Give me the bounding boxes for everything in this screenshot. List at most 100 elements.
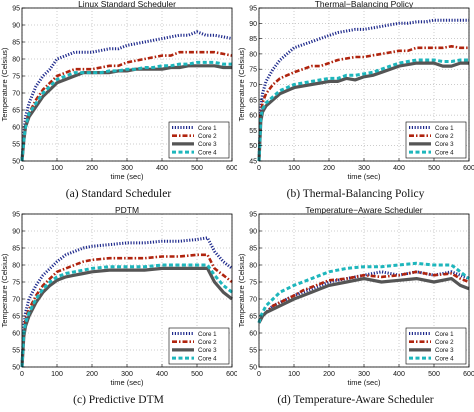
x-axis-label: time (sec) (348, 378, 381, 387)
x-tick-label: 500 (428, 371, 440, 378)
y-tick-label: 55 (12, 142, 20, 149)
y-tick-label: 70 (12, 91, 20, 98)
x-tick-label: 300 (358, 371, 370, 378)
y-tick-label: 80 (12, 57, 20, 64)
series-group (20, 30, 233, 162)
x-tick-label: 0 (20, 165, 24, 172)
x-tick-label: 100 (51, 371, 63, 378)
x-tick-label: 200 (86, 371, 98, 378)
y-tick-label: 60 (12, 331, 20, 338)
chart-title: Linux Standard Scheduler (78, 0, 176, 9)
y-tick-label: 90 (249, 229, 257, 236)
x-tick-label: 500 (191, 165, 203, 172)
y-tick-label: 60 (249, 331, 257, 338)
x-tick-label: 500 (428, 165, 440, 172)
legend-label-core-1: Core 1 (198, 125, 217, 132)
y-tick-label: 85 (249, 246, 257, 253)
x-tick-label: 300 (121, 371, 133, 378)
legend-label-core-3: Core 3 (198, 141, 217, 148)
series-line-core-4 (257, 58, 469, 162)
series-line-core-2 (257, 270, 470, 324)
y-tick-label: 85 (12, 40, 20, 47)
series-line-core-2 (257, 45, 469, 162)
series-line-core-4 (257, 261, 470, 324)
caption-a: (a) Standard Scheduler (65, 188, 172, 200)
y-tick-label: 65 (12, 314, 20, 321)
x-tick-label: 300 (121, 165, 133, 172)
series-line-core-1 (20, 236, 233, 368)
series-group (257, 261, 470, 324)
series-line-core-3 (257, 61, 469, 162)
legend-label-core-4: Core 4 (435, 149, 454, 156)
y-tick-label: 65 (249, 314, 257, 321)
x-tick-label: 200 (86, 165, 98, 172)
legend-label-core-1: Core 1 (435, 331, 454, 338)
y-tick-label: 75 (249, 67, 257, 74)
y-tick-label: 95 (249, 6, 257, 13)
x-tick-label: 0 (257, 165, 261, 172)
legend-label-core-4: Core 4 (198, 149, 217, 156)
x-tick-label: 200 (323, 371, 335, 378)
x-tick-label: 600 (226, 371, 237, 378)
chart-title: Temperature−Aware Scheduler (305, 206, 422, 215)
legend-label-core-4: Core 4 (435, 355, 454, 362)
y-tick-label: 75 (249, 280, 257, 287)
legend-label-core-3: Core 3 (198, 347, 217, 354)
x-tick-label: 600 (226, 165, 237, 172)
y-tick-label: 80 (249, 263, 257, 270)
series-line-core-1 (257, 18, 469, 162)
series-line-core-3 (20, 266, 233, 368)
y-tick-label: 55 (12, 348, 20, 355)
series-line-core-1 (257, 270, 470, 324)
y-tick-label: 70 (249, 82, 257, 89)
x-axis-label: time (sec) (348, 172, 381, 181)
panel-b: 0 100 200 300 400 500 600 45 50 55 60 65 70 75 80 85 90 9… (237, 0, 474, 206)
x-tick-label: 400 (156, 165, 168, 172)
x-axis-label: time (sec) (111, 378, 144, 387)
series-line-core-4 (20, 60, 232, 162)
y-tick-label: 70 (12, 297, 20, 304)
y-tick-label: 95 (12, 6, 20, 13)
y-axis-label: Temperature (Celsius) (0, 47, 9, 121)
x-tick-label: 300 (358, 165, 370, 172)
y-tick-label: 45 (249, 159, 257, 166)
y-tick-label: 60 (12, 125, 20, 132)
legend-label-core-2: Core 2 (435, 339, 454, 346)
legend-label-core-1: Core 1 (198, 331, 217, 338)
legend-label-core-3: Core 3 (435, 347, 454, 354)
y-tick-label: 65 (249, 97, 257, 104)
x-tick-label: 0 (20, 371, 24, 378)
caption-d: (d) Temperature-Aware Scheduler (277, 394, 434, 406)
y-tick-label: 80 (249, 51, 257, 58)
y-tick-label: 50 (12, 365, 20, 372)
panel-a: 0 100 200 300 400 500 600 50 55 60 65 70 75 80 85 90 95 t… (0, 0, 237, 206)
legend-label-core-4: Core 4 (198, 355, 217, 362)
x-tick-label: 600 (463, 165, 474, 172)
chart-standard-scheduler: 0 100 200 300 400 500 600 50 55 60 65 70 75 80 85 90 95 t… (0, 0, 237, 181)
y-tick-label: 70 (249, 297, 257, 304)
chart-temperature-aware: 0 100 200 300 400 500 600 50 55 60 65 70 75 80 85 90 95 t… (237, 206, 474, 387)
y-tick-label: 90 (12, 229, 20, 236)
panel-c: 0 100 200 300 400 500 600 50 55 60 65 70 75 80 85 90 95 t… (0, 206, 237, 412)
y-tick-label: 50 (12, 159, 20, 166)
x-tick-label: 600 (463, 371, 474, 378)
legend-label-core-2: Core 2 (198, 339, 217, 346)
caption-c: (c) Predictive DTM (73, 394, 164, 406)
chart-pdtm: 0 100 200 300 400 500 600 50 55 60 65 70 75 80 85 90 95 t… (0, 206, 237, 387)
x-tick-label: 500 (191, 371, 203, 378)
y-tick-label: 80 (12, 263, 20, 270)
series-line-core-4 (20, 263, 233, 368)
x-tick-label: 400 (393, 371, 405, 378)
y-tick-label: 85 (12, 246, 20, 253)
x-tick-label: 100 (288, 371, 300, 378)
y-tick-label: 95 (249, 212, 257, 219)
x-tick-label: 100 (51, 165, 63, 172)
y-tick-label: 50 (249, 143, 257, 150)
y-tick-label: 55 (249, 128, 257, 135)
x-tick-label: 100 (288, 165, 300, 172)
y-axis-label: Temperature (Celsius) (237, 253, 246, 327)
